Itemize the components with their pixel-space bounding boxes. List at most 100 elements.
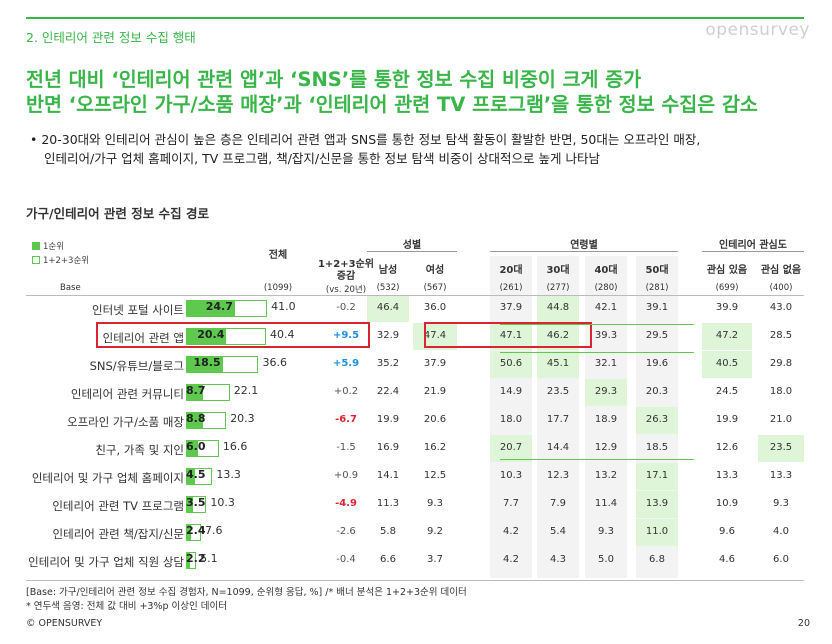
header-interest-rule [702, 251, 804, 252]
legend-first-rank: 1순위 [32, 240, 64, 252]
base-col-2: (261) [499, 283, 523, 293]
highlight-cell [585, 379, 627, 406]
bar-first-rank-value: 8.8 [186, 412, 206, 425]
change-value: +0.2 [333, 386, 359, 397]
breakdown-cell: 11.0 [645, 526, 669, 537]
breakdown-cell: 7.7 [503, 498, 519, 509]
highlight-cell [758, 435, 804, 462]
header-total: 전체 [268, 250, 288, 261]
base-col-0: (532) [376, 283, 400, 293]
column-header-1: 여성 [425, 265, 445, 276]
highlight-cell [702, 323, 752, 350]
breakdown-cell: 40.5 [715, 358, 739, 369]
bar-total-value: 41.0 [271, 300, 296, 313]
copyright: © OPENSURVEY [26, 618, 103, 629]
breakdown-cell: 29.3 [594, 386, 618, 397]
breakdown-cell: 13.3 [769, 470, 793, 481]
breakdown-cell: 3.7 [427, 554, 443, 565]
breakdown-cell: 9.3 [427, 498, 443, 509]
highlight-cell [636, 491, 678, 518]
legend-first-rank-label: 1순위 [43, 242, 65, 252]
breakdown-cell: 26.3 [645, 414, 669, 425]
change-value: +0.9 [333, 470, 359, 481]
breakdown-cell: 22.4 [376, 386, 400, 397]
header-gender: 성별 [402, 240, 422, 251]
row-label: 친구, 가족 및 지인 [95, 443, 184, 457]
breakdown-cell: 47.4 [423, 330, 447, 341]
bar-first-rank-value: 3.5 [186, 496, 206, 509]
bar-total-value: 5.1 [200, 552, 218, 565]
page-number: 20 [797, 618, 810, 629]
arrow-app [500, 324, 694, 325]
header-change-line-1: 1+2+3순위 [317, 259, 375, 270]
breakdown-cell: 24.5 [715, 386, 739, 397]
headline-line-2: 반면 ‘오프라인 가구/소품 매장’과 ‘인테리어 관련 TV 프로그램’을 통… [26, 93, 758, 116]
bar-first-rank [186, 300, 235, 317]
breakdown-cell: 32.1 [594, 358, 618, 369]
breakdown-cell: 11.4 [594, 498, 618, 509]
breakdown-cell: 18.0 [499, 414, 523, 425]
breakdown-cell: 32.9 [376, 330, 400, 341]
breakdown-cell: 12.5 [423, 470, 447, 481]
row-label: 인테리어 관련 커뮤니티 [70, 387, 184, 401]
breakdown-cell: 16.2 [423, 442, 447, 453]
legend-total-rank: 1+2+3순위 [32, 254, 89, 266]
highlight-cell [537, 351, 579, 378]
footnote-base: [Base: 가구/인테리어 관련 정보 수집 경험자, N=1099, 순위형… [26, 587, 467, 598]
breakdown-cell: 6.8 [649, 554, 665, 565]
base-total: (1099) [263, 283, 293, 293]
breakdown-cell: 4.2 [503, 554, 519, 565]
change-value: +9.5 [332, 330, 360, 341]
bar-first-rank [186, 328, 227, 345]
bar-first-rank [186, 440, 198, 457]
base-col-4: (280) [594, 283, 618, 293]
bar-total-value: 40.4 [269, 328, 295, 341]
row-label: 인테리어 및 가구 업체 홈페이지 [31, 471, 184, 485]
highlight-cell [702, 351, 752, 378]
breakdown-cell: 9.3 [598, 526, 614, 537]
breakdown-cell: 21.0 [769, 414, 793, 425]
footnote-shading: * 연두색 음영: 전체 값 대비 +3%p 이상인 데이터 [26, 601, 228, 612]
breakdown-cell: 12.6 [715, 442, 739, 453]
base-change: (vs. 20년) [325, 285, 367, 295]
breakdown-cell: 4.3 [550, 554, 566, 565]
bar-total-value: 22.1 [233, 384, 259, 397]
breakdown-cell: 46.2 [546, 330, 570, 341]
header-gender-rule [367, 251, 457, 252]
breakdown-cell: 14.9 [499, 386, 523, 397]
breakdown-cell: 45.1 [546, 358, 570, 369]
bar-first-rank-value: 4.5 [186, 468, 206, 481]
age-column-bg-4 [585, 256, 627, 578]
bar-first-rank-value: 24.7 [205, 300, 233, 313]
base-col-3: (277) [546, 283, 570, 293]
header-change-line-2: 증감 [336, 271, 356, 282]
bar-first-rank-value: 8.7 [186, 384, 206, 397]
breakdown-cell: 47.2 [715, 330, 739, 341]
breakdown-cell: 13.2 [594, 470, 618, 481]
row-label: 인테리어 관련 앱 [102, 331, 184, 345]
breakdown-cell: 39.3 [594, 330, 618, 341]
breakdown-cell: 10.3 [499, 470, 523, 481]
breakdown-cell: 37.9 [499, 302, 523, 313]
column-header-0: 남성 [378, 265, 398, 276]
header-age-rule [490, 251, 678, 252]
breakdown-cell: 17.7 [546, 414, 570, 425]
breakdown-cell: 29.8 [769, 358, 793, 369]
row-label: 오프라인 가구/소품 매장 [67, 415, 184, 429]
breakdown-cell: 6.0 [773, 554, 789, 565]
header-divider [26, 295, 804, 296]
breakdown-cell: 23.5 [546, 386, 570, 397]
breakdown-cell: 12.9 [594, 442, 618, 453]
bar-first-rank [186, 468, 195, 485]
highlight-cell [537, 323, 579, 350]
base-col-1: (567) [423, 283, 447, 293]
column-header-4: 40대 [594, 265, 618, 276]
row-label: 인테리어 관련 책/잡지/신문 [52, 527, 184, 541]
highlight-cell [636, 519, 678, 546]
breakdown-cell: 6.6 [380, 554, 396, 565]
breakdown-cell: 16.9 [376, 442, 400, 453]
breakdown-cell: 18.9 [594, 414, 618, 425]
bar-first-rank [186, 496, 193, 513]
bar-total-value: 16.6 [222, 440, 248, 453]
breakdown-cell: 5.8 [380, 526, 396, 537]
